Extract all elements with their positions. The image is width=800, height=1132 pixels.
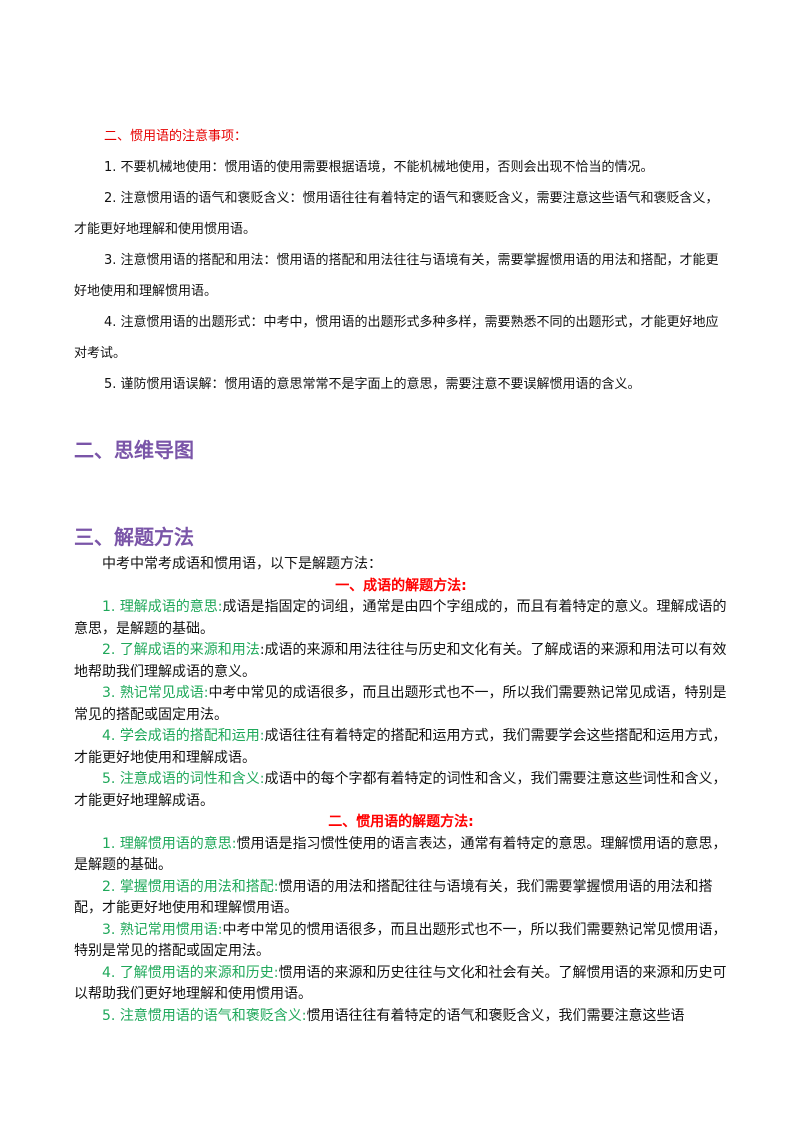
item-lead: 学会成语的搭配和运用:	[119, 728, 265, 744]
section-title: 二、思维导图	[74, 438, 194, 462]
item-number: 1.	[102, 599, 116, 615]
item-lead: 理解成语的意思:	[119, 599, 223, 615]
intro: 中考中常考成语和惯用语，以下是解题方法：	[102, 556, 382, 572]
item-lead: 理解惯用语的意思:	[119, 835, 237, 852]
item-text: 注意惯用语的出题形式：中考中，惯用语的出题形式多种多样，需要熟悉不同的出题形式，…	[74, 315, 719, 361]
item-text: 惯用语的来源和历史往往与文化和社会有关。了解惯用语的来源和历史可以帮助我们更好地…	[74, 964, 727, 1003]
item-number: 1.	[102, 835, 116, 852]
group-heading: 二、惯用语的解题方法:	[328, 814, 474, 830]
methods-section: 中考中常考成语和惯用语，以下是解题方法： 一、成语的解题方法: 1. 理解成语的意…	[74, 554, 728, 1027]
item-number: 2.	[102, 642, 116, 658]
item-text: 注意惯用语的搭配和用法：惯用语的搭配和用法往往与语境有关，需要掌握惯用语的用法和…	[74, 253, 719, 299]
method-item: 5. 注意成语的词性和含义:成语中的每个字都有着特定的词性和含义，我们需要注意这…	[74, 769, 728, 812]
method-item: 5. 注意惯用语的语气和褒贬含义:惯用语往往有着特定的语气和褒贬含义，我们需要注…	[74, 1006, 728, 1028]
method-item: 2. 掌握惯用语的用法和搭配:惯用语的用法和搭配往往与语境有关，我们需要掌握惯用…	[74, 877, 728, 920]
item-text: 注意惯用语的语气和褒贬含义：惯用语往往有着特定的语气和褒贬含义，需要注意这些语气…	[74, 191, 719, 237]
item-lead: 了解成语的来源和用法	[119, 642, 260, 658]
notes-section: 二、惯用语的注意事项： 1. 不要机械地使用：惯用语的使用需要根据语境，不能机械…	[74, 121, 728, 400]
item-number: 5.	[102, 1007, 116, 1024]
item-text: :成语的来源和用法往往与历史和文化有关。了解成语的来源和用法可以有效地帮助我们理…	[74, 642, 727, 680]
item-text: 谨防惯用语误解：惯用语的意思常常不是字面上的意思，需要注意不要误解惯用语的含义。	[120, 377, 641, 392]
item-text: 成语中的每个字都有着特定的词性和含义，我们需要注意这些词性和含义，才能更好地理解…	[74, 771, 727, 809]
method-item: 1. 理解成语的意思:成语是指固定的词组，通常是由四个字组成的，而且有着特定的意…	[74, 597, 728, 640]
section-title: 三、解题方法	[74, 525, 194, 549]
item-lead: 注意惯用语的语气和褒贬含义:	[119, 1007, 307, 1024]
item-text: 成语往往有着特定的搭配和运用方式，我们需要学会这些搭配和运用方式，才能更好地使用…	[74, 728, 727, 766]
note-item: 2. 注意惯用语的语气和褒贬含义：惯用语往往有着特定的语气和褒贬含义，需要注意这…	[74, 183, 728, 245]
item-number: 3.	[102, 921, 116, 938]
item-number: 4.	[102, 728, 116, 744]
note-item: 4. 注意惯用语的出题形式：中考中，惯用语的出题形式多种多样，需要熟悉不同的出题…	[74, 307, 728, 369]
item-lead: 熟记常见成语:	[119, 685, 209, 701]
item-text: 惯用语的用法和搭配往往与语境有关，我们需要掌握惯用语的用法和搭配，才能更好地使用…	[74, 878, 713, 917]
item-number: 5.	[102, 771, 116, 787]
item-lead: 熟记常用惯用语:	[119, 921, 223, 938]
item-text: 惯用语是指习惯性使用的语言表达，通常有着特定的意思。理解惯用语的意思，是解题的基…	[74, 835, 727, 874]
item-lead: 注意成语的词性和含义:	[119, 771, 265, 787]
item-number: 4.	[104, 315, 117, 330]
item-text: 中考中常见的成语很多，而且出题形式也不一，所以我们需要熟记常见成语，特别是常见的…	[74, 685, 727, 723]
item-number: 5.	[104, 377, 117, 392]
group-heading: 一、成语的解题方法:	[335, 577, 467, 594]
item-text: 不要机械地使用：惯用语的使用需要根据语境，不能机械地使用，否则会出现不恰当的情况…	[120, 160, 654, 175]
item-lead: 了解惯用语的来源和历史:	[119, 964, 279, 981]
item-text: 中考中常见的惯用语很多，而且出题形式也不一，所以我们需要熟记常见惯用语，特别是常…	[74, 921, 727, 960]
method-item: 3. 熟记常见成语:中考中常见的成语很多，而且出题形式也不一，所以我们需要熟记常…	[74, 683, 728, 726]
item-lead: 掌握惯用语的用法和搭配:	[119, 878, 279, 895]
item-number: 3.	[104, 253, 117, 268]
note-item: 1. 不要机械地使用：惯用语的使用需要根据语境，不能机械地使用，否则会出现不恰当…	[74, 152, 728, 183]
method-item: 1. 理解惯用语的意思:惯用语是指习惯性使用的语言表达，通常有着特定的意思。理解…	[74, 834, 728, 877]
item-text: 成语是指固定的词组，通常是由四个字组成的，而且有着特定的意义。理解成语的意思，是…	[74, 599, 727, 637]
note-item: 3. 注意惯用语的搭配和用法：惯用语的搭配和用法往往与语境有关，需要掌握惯用语的…	[74, 245, 728, 307]
method-item: 2. 了解成语的来源和用法:成语的来源和用法往往与历史和文化有关。了解成语的来源…	[74, 640, 728, 683]
method-item: 4. 了解惯用语的来源和历史:惯用语的来源和历史往往与文化和社会有关。了解惯用语…	[74, 963, 728, 1006]
note-item: 5. 谨防惯用语误解：惯用语的意思常常不是字面上的意思，需要注意不要误解惯用语的…	[74, 369, 728, 400]
item-number: 4.	[102, 964, 116, 981]
item-number: 2.	[102, 878, 116, 895]
item-number: 3.	[102, 685, 116, 701]
notes-heading: 二、惯用语的注意事项：	[104, 129, 248, 144]
item-text: 惯用语往往有着特定的语气和褒贬含义，我们需要注意这些语	[306, 1007, 685, 1024]
method-item: 4. 学会成语的搭配和运用:成语往往有着特定的搭配和运用方式，我们需要学会这些搭…	[74, 726, 728, 769]
item-number: 1.	[104, 160, 117, 175]
method-item: 3. 熟记常用惯用语:中考中常见的惯用语很多，而且出题形式也不一，所以我们需要熟…	[74, 920, 728, 963]
item-number: 2.	[104, 191, 117, 206]
